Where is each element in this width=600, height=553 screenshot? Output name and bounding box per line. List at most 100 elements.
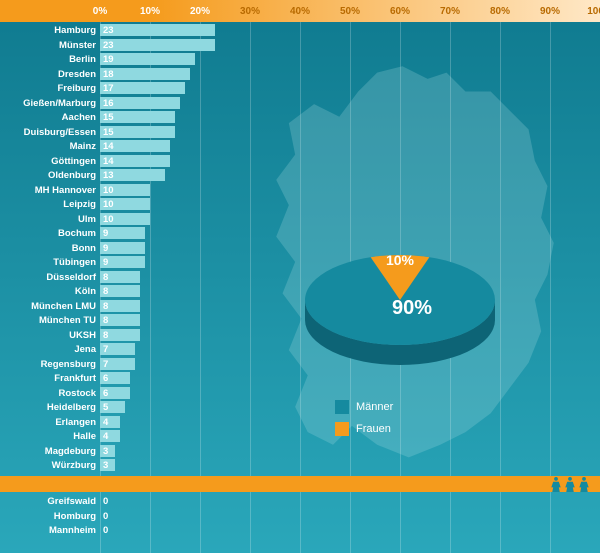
bar-row: MH Hannover10 <box>0 184 600 198</box>
legend-item: Männer <box>335 400 393 414</box>
bar-label: Düsseldorf <box>0 271 100 285</box>
bar-value: 10 <box>103 213 114 226</box>
person-icon <box>578 477 590 492</box>
bar-label: Heidelberg <box>0 401 100 415</box>
bar-row: Erlangen4 <box>0 416 600 430</box>
bar-row: Mainz14 <box>0 140 600 154</box>
bar-label: Mainz <box>0 140 100 154</box>
bar-label: Tübingen <box>0 256 100 270</box>
bar-label: Regensburg <box>0 358 100 372</box>
bar-label: Jena <box>0 343 100 357</box>
bar-row: Heidelberg5 <box>0 401 600 415</box>
bar-value: 4 <box>103 430 108 443</box>
bar-label: Homburg <box>0 510 100 524</box>
bar-row: Hamburg23 <box>0 24 600 38</box>
bar-label: Gießen/Marburg <box>0 97 100 111</box>
legend-item: Frauen <box>335 422 393 436</box>
legend-swatch <box>335 400 349 414</box>
bar-value: 15 <box>103 111 114 124</box>
bar-value: 15 <box>103 126 114 139</box>
bar-value: 9 <box>103 227 108 240</box>
bar-value: 10 <box>103 198 114 211</box>
legend-text: Männer <box>356 401 393 413</box>
bar-label: Würzburg <box>0 459 100 473</box>
pie-label-slice: 10% <box>386 252 415 268</box>
legend: Männer Frauen <box>335 400 393 444</box>
bar-value: 5 <box>103 401 108 414</box>
bar <box>100 39 215 51</box>
bar-row: Homburg0 <box>0 510 600 524</box>
bar-value: 8 <box>103 329 108 342</box>
bar-value: 8 <box>103 314 108 327</box>
bar-value: 0 <box>103 524 108 537</box>
bar <box>100 24 215 36</box>
bar-label: Ulm <box>0 213 100 227</box>
bar-value: 3 <box>103 445 108 458</box>
bar-label: Bochum <box>0 227 100 241</box>
bar-value: 13 <box>103 169 114 182</box>
bar-label: Köln <box>0 285 100 299</box>
bar-value: 18 <box>103 68 114 81</box>
bar-row: Duisburg/Essen15 <box>0 126 600 140</box>
bar-label: Dresden <box>0 68 100 82</box>
divider-band <box>0 476 600 492</box>
bar-value: 4 <box>103 416 108 429</box>
bar-row: Leipzig10 <box>0 198 600 212</box>
pie-label-main: 90% <box>392 297 432 319</box>
bar-row: Freiburg17 <box>0 82 600 96</box>
bar-row: Oldenburg13 <box>0 169 600 183</box>
bar-label: Münster <box>0 39 100 53</box>
bar-row: Magdeburg3 <box>0 445 600 459</box>
bar-label: Freiburg <box>0 82 100 96</box>
infographic-root: 0%10%20%30%40%50%60%70%80%90%100%Hamburg… <box>0 0 600 553</box>
person-icon <box>564 477 576 492</box>
bar-value: 17 <box>103 82 114 95</box>
pie-chart: 90% 10% <box>285 235 515 385</box>
bar-value: 6 <box>103 387 108 400</box>
bar-label: MH Hannover <box>0 184 100 198</box>
bar-value: 8 <box>103 271 108 284</box>
bar-label: Hamburg <box>0 24 100 38</box>
bar-label: Leipzig <box>0 198 100 212</box>
bar-label: München TU <box>0 314 100 328</box>
bar-row: Rostock6 <box>0 387 600 401</box>
bar-label: Oldenburg <box>0 169 100 183</box>
bar-value: 8 <box>103 300 108 313</box>
bar-value: 7 <box>103 343 108 356</box>
bar-label: Berlin <box>0 53 100 67</box>
bar-value: 3 <box>103 459 108 472</box>
bar-value: 9 <box>103 256 108 269</box>
bar-row: Gießen/Marburg16 <box>0 97 600 111</box>
bar-label: Greifswald <box>0 495 100 509</box>
bar-row: Mannheim0 <box>0 524 600 538</box>
bar-label: UKSH <box>0 329 100 343</box>
bar-value: 14 <box>103 155 114 168</box>
bar-value: 0 <box>103 495 108 508</box>
bar-label: Mannheim <box>0 524 100 538</box>
person-icon <box>550 477 562 492</box>
bar-value: 9 <box>103 242 108 255</box>
bar-value: 8 <box>103 285 108 298</box>
bar-row: Ulm10 <box>0 213 600 227</box>
bar-row: Aachen15 <box>0 111 600 125</box>
bar-label: Rostock <box>0 387 100 401</box>
bar-value: 14 <box>103 140 114 153</box>
bar-label: Magdeburg <box>0 445 100 459</box>
bar-value: 0 <box>103 510 108 523</box>
legend-text: Frauen <box>356 423 391 435</box>
bar-value: 6 <box>103 372 108 385</box>
bar-label: Erlangen <box>0 416 100 430</box>
people-icons <box>550 477 590 492</box>
bar-label: Duisburg/Essen <box>0 126 100 140</box>
bar-row: Göttingen14 <box>0 155 600 169</box>
bar <box>100 53 195 65</box>
bar-value: 16 <box>103 97 114 110</box>
bar-row: Münster23 <box>0 39 600 53</box>
bar-label: Frankfurt <box>0 372 100 386</box>
bar-value: 10 <box>103 184 114 197</box>
bar-row: Berlin19 <box>0 53 600 67</box>
bar-label: Halle <box>0 430 100 444</box>
bar-value: 19 <box>103 53 114 66</box>
bar-row: Greifswald0 <box>0 495 600 509</box>
bar-value: 23 <box>103 24 114 37</box>
